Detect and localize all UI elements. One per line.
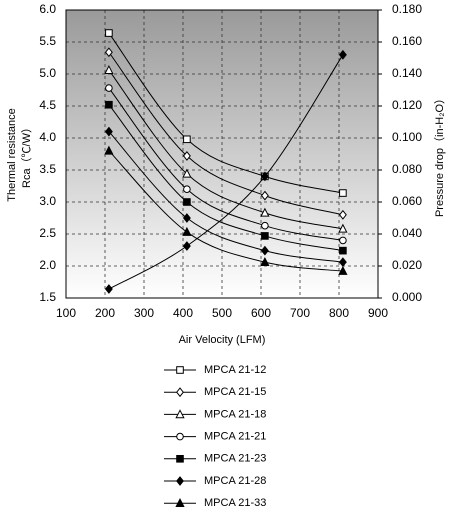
marker bbox=[338, 265, 348, 275]
y-axis-title: Thermal resistance bbox=[6, 108, 18, 202]
x-axis-title: Air Velocity (LFM) bbox=[179, 334, 266, 346]
plot-border bbox=[65, 9, 379, 299]
y2-tick-label: 0.180 bbox=[392, 2, 422, 16]
marker bbox=[261, 232, 269, 240]
legend-marker bbox=[176, 455, 184, 463]
marker bbox=[260, 171, 269, 182]
marker bbox=[104, 126, 113, 137]
marker bbox=[338, 223, 348, 233]
legend-label: MPCA 21-28 bbox=[204, 475, 266, 487]
marker bbox=[260, 207, 270, 217]
x-tick-label: 300 bbox=[134, 306, 154, 320]
x-tick-label: 600 bbox=[251, 306, 271, 320]
y-tick-label: 2.0 bbox=[39, 258, 56, 272]
marker bbox=[339, 236, 347, 245]
legend-label: MPCA 21-21 bbox=[204, 431, 266, 443]
marker bbox=[105, 29, 113, 37]
y-tick-label: 2.5 bbox=[39, 226, 56, 240]
legend-marker bbox=[176, 366, 184, 374]
x-tick-label: 500 bbox=[212, 306, 232, 320]
marker bbox=[105, 84, 113, 92]
y2-tick-label: 0.160 bbox=[392, 34, 422, 48]
marker bbox=[339, 246, 347, 255]
y2-tick-label: 0.080 bbox=[392, 162, 422, 176]
marker bbox=[183, 135, 191, 144]
marker bbox=[338, 209, 347, 220]
y-tick-label: 6.0 bbox=[39, 2, 56, 16]
legend-marker bbox=[176, 387, 184, 398]
y-tick-label: 3.0 bbox=[39, 194, 56, 208]
marker bbox=[182, 213, 191, 223]
series-line bbox=[108, 69, 344, 230]
y2-tick-label: 0.120 bbox=[392, 98, 422, 112]
marker bbox=[260, 190, 269, 201]
y-tick-label: 4.0 bbox=[39, 130, 56, 144]
series-line bbox=[108, 104, 343, 252]
y-axis-title: Rca（℃/W） bbox=[20, 122, 33, 188]
marker bbox=[183, 198, 191, 206]
y-tick-label: 3.5 bbox=[39, 162, 56, 176]
marker bbox=[261, 221, 269, 230]
marker bbox=[104, 284, 113, 294]
marker bbox=[182, 226, 192, 236]
y2-tick-label: 0.100 bbox=[392, 130, 422, 144]
legend-label: MPCA 21-18 bbox=[204, 408, 266, 420]
y-tick-label: 4.5 bbox=[39, 98, 56, 112]
legend-marker bbox=[176, 476, 184, 486]
x-tick-label: 700 bbox=[290, 306, 310, 320]
marker bbox=[182, 168, 192, 178]
legend-marker bbox=[175, 409, 185, 419]
y2-tick-label: 0.020 bbox=[392, 258, 422, 272]
y-tick-label: 5.5 bbox=[39, 34, 56, 48]
marker bbox=[104, 47, 113, 58]
y2-axis-title: Pressure drop（in-H₂O） bbox=[433, 93, 446, 217]
marker bbox=[338, 49, 347, 60]
y-tick-label: 1.5 bbox=[39, 290, 56, 304]
marker bbox=[260, 256, 270, 266]
x-tick-label: 400 bbox=[173, 306, 193, 320]
legend-label: MPCA 21-12 bbox=[204, 364, 266, 376]
series-line bbox=[108, 32, 344, 194]
legend-label: MPCA 21-23 bbox=[204, 453, 266, 465]
x-tick-label: 800 bbox=[329, 306, 349, 320]
y2-tick-label: 0.000 bbox=[392, 290, 422, 304]
marker bbox=[182, 241, 191, 251]
legend-marker bbox=[175, 498, 185, 507]
marker bbox=[104, 145, 114, 155]
legend-label: MPCA 21-15 bbox=[204, 386, 266, 398]
y2-tick-label: 0.060 bbox=[392, 194, 422, 208]
y-tick-label: 5.0 bbox=[39, 66, 56, 80]
legend-label: MPCA 21-33 bbox=[204, 497, 266, 509]
series-line bbox=[108, 87, 343, 241]
series-line bbox=[108, 54, 344, 290]
marker bbox=[260, 245, 269, 256]
y2-tick-label: 0.140 bbox=[392, 66, 422, 80]
marker bbox=[104, 64, 114, 74]
y2-tick-label: 0.040 bbox=[392, 226, 422, 240]
marker bbox=[339, 189, 347, 197]
series-line bbox=[108, 131, 343, 263]
marker bbox=[105, 100, 113, 109]
x-tick-label: 100 bbox=[56, 306, 76, 320]
marker bbox=[183, 185, 191, 193]
series-line bbox=[108, 51, 344, 216]
series-line bbox=[108, 150, 343, 272]
x-tick-label: 200 bbox=[95, 306, 115, 320]
marker bbox=[182, 151, 191, 161]
legend-marker bbox=[176, 432, 184, 441]
x-tick-label: 900 bbox=[368, 306, 388, 320]
